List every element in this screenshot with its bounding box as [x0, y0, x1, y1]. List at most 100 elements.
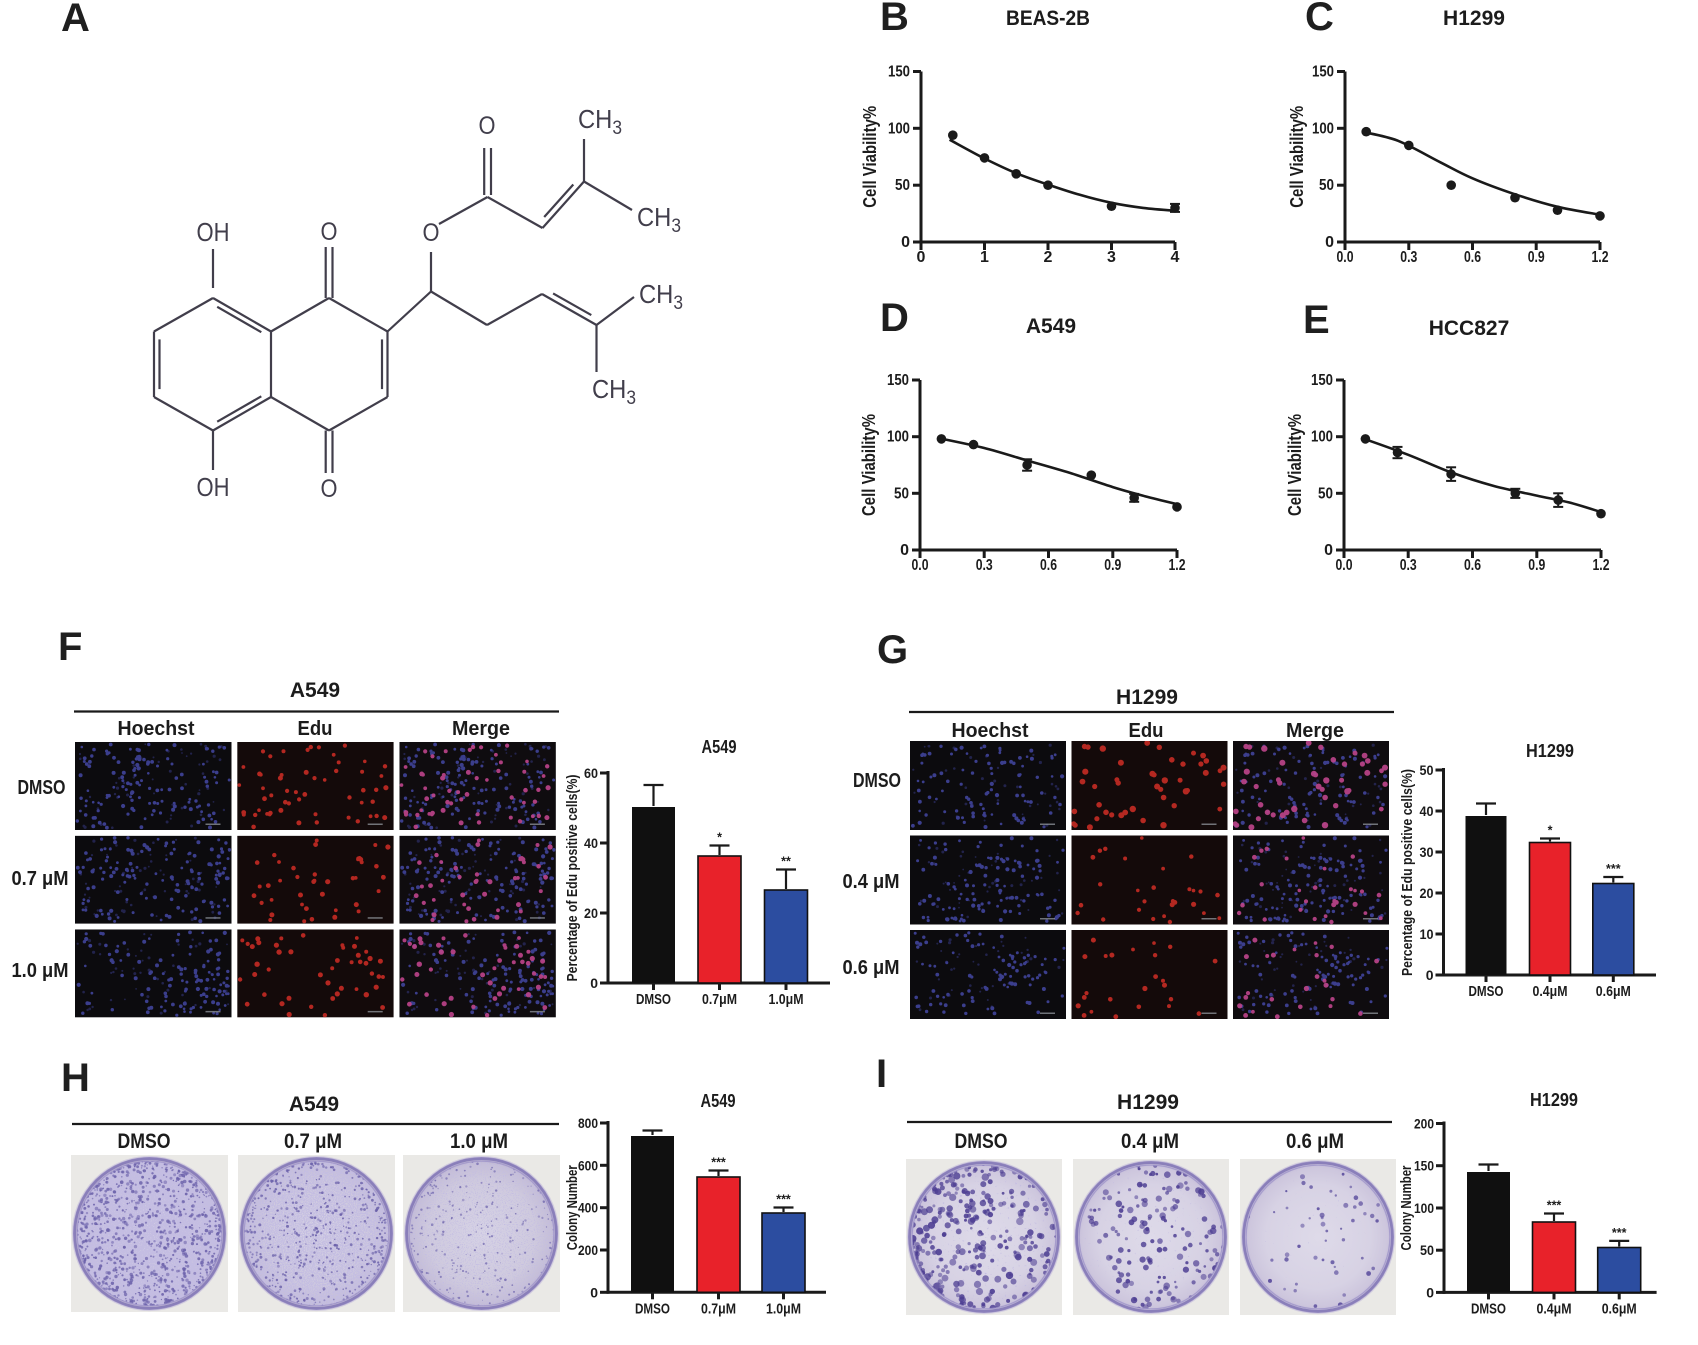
svg-text:0.6 μM: 0.6 μM: [843, 957, 900, 979]
svg-text:Edu: Edu: [298, 718, 333, 740]
svg-text:**: **: [781, 855, 791, 869]
svg-text:1.2: 1.2: [1592, 249, 1609, 266]
svg-text:Colony Number: Colony Number: [1398, 1165, 1415, 1250]
svg-text:0.9: 0.9: [1528, 557, 1545, 574]
svg-text:O: O: [479, 112, 496, 140]
svg-text:0.3: 0.3: [976, 557, 993, 574]
svg-text:0: 0: [590, 975, 598, 991]
svg-text:0.6: 0.6: [1040, 557, 1057, 574]
svg-text:O: O: [423, 219, 440, 247]
svg-text:0.7 μM: 0.7 μM: [284, 1130, 342, 1153]
svg-text:150: 150: [1311, 372, 1333, 389]
svg-text:HCC827: HCC827: [1429, 317, 1510, 340]
svg-text:0: 0: [900, 542, 909, 559]
svg-text:0.6μM: 0.6μM: [1596, 983, 1631, 1000]
svg-text:0.3: 0.3: [1400, 557, 1417, 574]
svg-text:400: 400: [578, 1200, 598, 1216]
svg-text:Hoechst: Hoechst: [118, 718, 195, 740]
svg-text:150: 150: [1312, 64, 1334, 81]
svg-text:0.0: 0.0: [912, 557, 929, 574]
svg-text:600: 600: [578, 1157, 598, 1173]
svg-text:0.4μM: 0.4μM: [1533, 983, 1568, 1000]
svg-text:Hoechst: Hoechst: [952, 720, 1029, 742]
svg-text:0.9: 0.9: [1528, 249, 1545, 266]
svg-text:100: 100: [1312, 120, 1334, 137]
svg-text:0.7μM: 0.7μM: [701, 1300, 736, 1317]
svg-text:200: 200: [1414, 1116, 1434, 1132]
svg-text:1: 1: [980, 249, 989, 266]
svg-text:0.6: 0.6: [1464, 557, 1481, 574]
svg-text:1.2: 1.2: [1169, 557, 1186, 574]
svg-text:0: 0: [1426, 967, 1434, 983]
svg-text:E: E: [1303, 298, 1330, 342]
svg-text:0.6μM: 0.6μM: [1602, 1300, 1637, 1317]
svg-text:B: B: [880, 0, 909, 39]
svg-text:100: 100: [1311, 429, 1333, 446]
svg-text:0.6: 0.6: [1464, 249, 1481, 266]
svg-text:50: 50: [1318, 485, 1333, 502]
svg-text:0: 0: [1426, 1284, 1434, 1300]
svg-text:150: 150: [1414, 1158, 1434, 1174]
svg-text:200: 200: [578, 1242, 598, 1258]
svg-text:***: ***: [776, 1193, 791, 1207]
svg-text:BEAS-2B: BEAS-2B: [1006, 7, 1090, 30]
svg-text:O: O: [321, 218, 338, 246]
svg-text:800: 800: [578, 1115, 598, 1131]
svg-text:H1299: H1299: [1526, 741, 1574, 761]
svg-text:A549: A549: [1026, 315, 1076, 338]
svg-text:DMSO: DMSO: [118, 1130, 171, 1153]
svg-text:50: 50: [1319, 177, 1334, 194]
svg-text:100: 100: [1414, 1200, 1434, 1216]
svg-text:30: 30: [1420, 844, 1434, 860]
svg-text:***: ***: [1612, 1226, 1627, 1240]
svg-text:0: 0: [590, 1284, 598, 1300]
svg-text:D: D: [880, 296, 909, 340]
svg-text:0.6 μM: 0.6 μM: [1286, 1130, 1344, 1153]
svg-text:H1299: H1299: [1117, 1091, 1179, 1114]
svg-text:H: H: [61, 1056, 90, 1100]
svg-text:Percentage of Edu positive cel: Percentage of Edu positive cells(%): [564, 774, 581, 981]
svg-text:0.4 μM: 0.4 μM: [843, 871, 900, 893]
svg-text:20: 20: [584, 905, 598, 921]
svg-text:1.2: 1.2: [1593, 557, 1610, 574]
svg-text:60: 60: [584, 765, 598, 781]
svg-text:1.0μM: 1.0μM: [769, 991, 804, 1008]
svg-text:H1299: H1299: [1530, 1090, 1578, 1110]
svg-text:100: 100: [887, 429, 909, 446]
svg-text:Cell Viability%: Cell Viability%: [860, 106, 880, 208]
svg-text:DMSO: DMSO: [18, 777, 66, 799]
svg-text:50: 50: [1420, 762, 1434, 778]
svg-text:DMSO: DMSO: [1469, 983, 1504, 1000]
svg-text:A549: A549: [702, 737, 737, 757]
svg-text:50: 50: [894, 485, 909, 502]
svg-text:***: ***: [711, 1156, 726, 1170]
svg-text:*: *: [1548, 824, 1553, 838]
svg-text:50: 50: [1420, 1242, 1434, 1258]
svg-text:Edu: Edu: [1129, 720, 1164, 742]
svg-text:Cell Viability%: Cell Viability%: [1285, 414, 1305, 516]
svg-text:G: G: [877, 628, 908, 672]
svg-text:Percentage of Edu positive cel: Percentage of Edu positive cells(%): [1399, 769, 1416, 976]
svg-text:A549: A549: [701, 1091, 736, 1111]
svg-text:150: 150: [887, 372, 909, 389]
svg-text:4: 4: [1171, 249, 1180, 266]
svg-text:50: 50: [895, 177, 910, 194]
svg-text:DMSO: DMSO: [853, 770, 901, 792]
svg-text:OH: OH: [197, 472, 230, 502]
svg-text:OH: OH: [197, 217, 230, 247]
svg-text:0: 0: [1324, 542, 1333, 559]
svg-text:1.0μM: 1.0μM: [766, 1300, 801, 1317]
svg-text:Cell Viability%: Cell Viability%: [1287, 106, 1307, 208]
svg-text:0.0: 0.0: [1337, 249, 1354, 266]
svg-text:A: A: [61, 0, 90, 40]
svg-text:0: 0: [1325, 234, 1334, 251]
svg-text:0.7 μM: 0.7 μM: [12, 868, 69, 890]
svg-text:O: O: [321, 475, 338, 503]
svg-text:C: C: [1305, 0, 1334, 39]
svg-text:1.0 μM: 1.0 μM: [450, 1130, 508, 1153]
svg-text:0.3: 0.3: [1400, 249, 1417, 266]
svg-text:H1299: H1299: [1443, 7, 1505, 30]
svg-text:A549: A549: [290, 679, 340, 702]
svg-text:1.0 μM: 1.0 μM: [12, 960, 69, 982]
svg-text:20: 20: [1420, 885, 1434, 901]
